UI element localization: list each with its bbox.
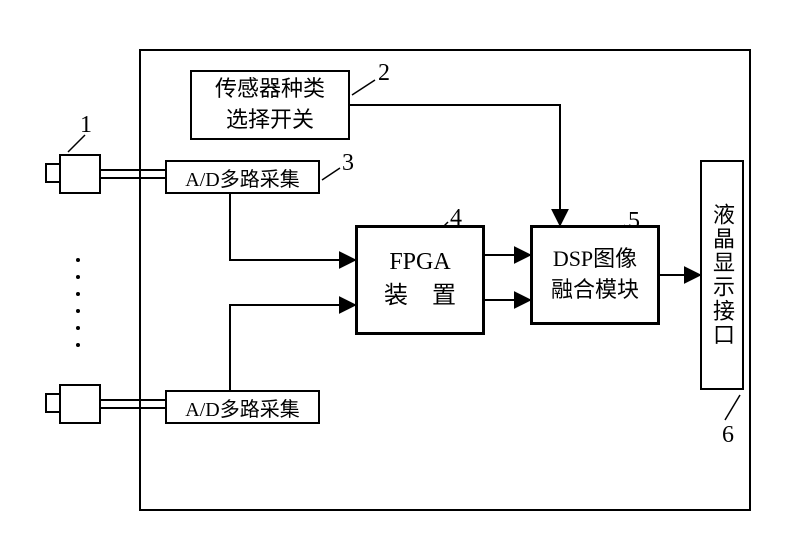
dsp-text: DSP图像融合模块	[551, 244, 639, 306]
label-2: 2	[378, 60, 390, 87]
fpga-box: FPGA装 置	[355, 225, 485, 335]
fpga-text: FPGA装 置	[384, 246, 456, 313]
label-3: 3	[342, 150, 354, 177]
ad_bot-box: A/D多路采集	[165, 390, 320, 424]
switch-box: 传感器种类选择开关	[190, 70, 350, 140]
ad_top-box: A/D多路采集	[165, 160, 320, 194]
lcd-box: 液晶显示接口	[700, 160, 744, 390]
label-6: 6	[722, 422, 734, 449]
label-1: 1	[80, 112, 92, 139]
label-5: 5	[628, 208, 640, 235]
lcd-text: 液晶显示接口	[706, 203, 738, 347]
label-4: 4	[450, 205, 462, 232]
switch-text: 传感器种类选择开关	[215, 74, 325, 136]
dsp-box: DSP图像融合模块	[530, 225, 660, 325]
